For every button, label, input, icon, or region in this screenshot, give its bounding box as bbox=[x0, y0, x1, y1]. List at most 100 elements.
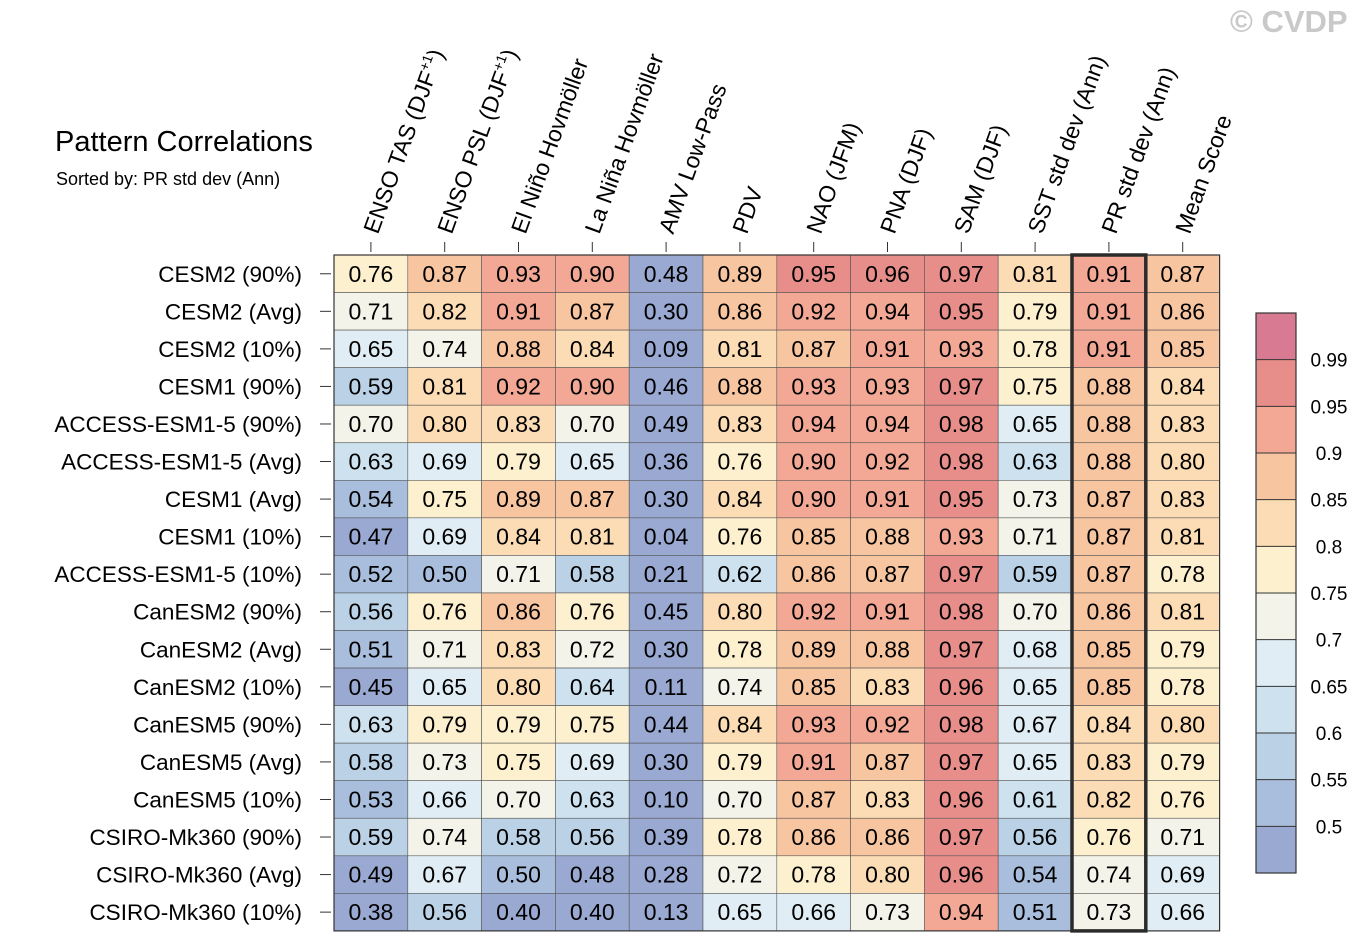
heatmap-cell bbox=[1071, 254, 1147, 293]
heatmap-cell bbox=[407, 367, 482, 406]
heatmap-cell bbox=[1071, 742, 1147, 782]
cell-value-label: 0.86 bbox=[718, 298, 763, 324]
row-label: CSIRO-Mk360 (90%) bbox=[89, 825, 302, 850]
cell-value-label: 0.86 bbox=[791, 561, 836, 587]
heatmap-cell bbox=[333, 667, 409, 706]
heatmap-cell bbox=[924, 367, 999, 406]
cell-value-label: 0.84 bbox=[496, 524, 541, 550]
row-label: CESM2 (Avg) bbox=[165, 299, 302, 324]
heatmap-cell bbox=[1071, 667, 1147, 706]
heatmap-cell bbox=[702, 893, 778, 932]
heatmap-cell bbox=[776, 705, 851, 744]
heatmap-cell bbox=[850, 517, 925, 556]
cell-value-label: 0.65 bbox=[1013, 749, 1058, 775]
cell-value-label: 0.65 bbox=[1013, 674, 1058, 700]
heatmap-cell bbox=[407, 705, 482, 744]
cell-value-label: 0.21 bbox=[644, 561, 689, 587]
heatmap-cell bbox=[407, 592, 482, 631]
cell-value-label: 0.73 bbox=[1013, 486, 1058, 512]
heatmap-cell bbox=[997, 780, 1073, 819]
cell-value-label: 0.66 bbox=[422, 786, 467, 812]
heatmap-cell bbox=[407, 855, 482, 894]
heatmap-cell bbox=[407, 817, 482, 857]
heatmap-cell bbox=[1071, 855, 1147, 894]
cell-value-label: 0.87 bbox=[1087, 486, 1132, 512]
cell-value-label: 0.91 bbox=[496, 298, 541, 324]
row-label: CanESM2 (90%) bbox=[133, 600, 302, 625]
cell-value-label: 0.59 bbox=[349, 373, 394, 399]
heatmap-cell bbox=[628, 855, 704, 894]
heatmap-cell bbox=[924, 592, 999, 631]
heatmap-cell bbox=[850, 442, 925, 481]
row-label: CESM2 (90%) bbox=[158, 262, 302, 287]
heatmap-cell bbox=[628, 780, 704, 819]
heatmap-cell bbox=[850, 742, 925, 782]
heatmap-cell bbox=[1145, 479, 1220, 519]
cell-value-label: 0.96 bbox=[939, 862, 984, 888]
heatmap-cell bbox=[1071, 893, 1147, 932]
heatmap-cell bbox=[850, 667, 925, 706]
cell-value-label: 0.96 bbox=[865, 261, 910, 287]
heatmap-cell bbox=[1071, 292, 1147, 331]
heatmap-cell bbox=[333, 404, 409, 444]
cell-value-label: 0.81 bbox=[570, 524, 615, 550]
cell-value-label: 0.89 bbox=[791, 636, 836, 662]
colorbar-segment bbox=[1256, 546, 1296, 593]
cell-value-label: 0.75 bbox=[570, 711, 615, 737]
heatmap-cell bbox=[1071, 817, 1147, 857]
cell-value-label: 0.30 bbox=[644, 749, 689, 775]
heatmap-cell bbox=[407, 893, 482, 932]
heatmap-cell bbox=[333, 705, 409, 744]
heatmap-cell bbox=[333, 292, 409, 331]
heatmap-cell bbox=[924, 817, 999, 857]
cell-value-label: 0.92 bbox=[865, 449, 910, 475]
heatmap-cell bbox=[997, 855, 1073, 894]
highlighted-column-box bbox=[1070, 253, 1148, 933]
heatmap-cell bbox=[1071, 555, 1147, 594]
cell-value-label: 0.67 bbox=[422, 862, 467, 888]
watermark: © CVDP bbox=[1230, 4, 1348, 39]
heatmap-cell bbox=[555, 404, 630, 444]
heatmap-cell bbox=[1071, 517, 1147, 556]
heatmap-cell bbox=[1071, 630, 1147, 669]
row-label: CESM2 (10%) bbox=[158, 337, 302, 362]
cell-value-label: 0.94 bbox=[791, 411, 836, 437]
row-label: CESM1 (90%) bbox=[158, 374, 302, 399]
heatmap-cell bbox=[924, 780, 999, 819]
heatmap-cell bbox=[555, 442, 630, 481]
column-label: PNA (DJF) bbox=[875, 125, 937, 237]
cell-value-label: 0.71 bbox=[1160, 824, 1205, 850]
cell-value-label: 0.56 bbox=[570, 824, 615, 850]
cell-value-label: 0.82 bbox=[422, 298, 467, 324]
heatmap-cell bbox=[1145, 329, 1220, 368]
cell-value-label: 0.86 bbox=[1087, 599, 1132, 625]
heatmap-cell bbox=[1145, 254, 1220, 293]
heatmap-cell bbox=[1145, 404, 1220, 444]
heatmap-cell bbox=[555, 479, 630, 519]
colorbar-segment bbox=[1256, 499, 1296, 547]
cell-value-label: 0.58 bbox=[570, 561, 615, 587]
cell-value-label: 0.85 bbox=[1160, 336, 1205, 362]
heatmap-cell bbox=[628, 442, 704, 481]
heatmap-cell bbox=[1145, 855, 1220, 894]
heatmap-cell bbox=[628, 517, 704, 556]
heatmap-cell bbox=[850, 404, 925, 444]
heatmap-cell bbox=[1145, 555, 1220, 594]
cell-value-label: 0.80 bbox=[718, 599, 763, 625]
heatmap-cell bbox=[924, 329, 999, 368]
cell-value-label: 0.49 bbox=[349, 862, 394, 888]
heatmap-cell bbox=[997, 367, 1073, 406]
cell-value-label: 0.59 bbox=[1013, 561, 1058, 587]
cell-value-label: 0.36 bbox=[644, 449, 689, 475]
cell-value-label: 0.80 bbox=[422, 411, 467, 437]
heatmap-cell bbox=[776, 329, 851, 368]
heatmap-cell bbox=[997, 404, 1073, 444]
cell-value-label: 0.93 bbox=[791, 373, 836, 399]
cell-value-label: 0.90 bbox=[791, 449, 836, 475]
cell-value-label: 0.92 bbox=[496, 373, 541, 399]
cell-value-label: 0.79 bbox=[1160, 749, 1205, 775]
cell-value-label: 0.39 bbox=[644, 824, 689, 850]
colorbar-tick-label: 0.9 bbox=[1316, 444, 1342, 465]
cell-value-label: 0.86 bbox=[496, 599, 541, 625]
